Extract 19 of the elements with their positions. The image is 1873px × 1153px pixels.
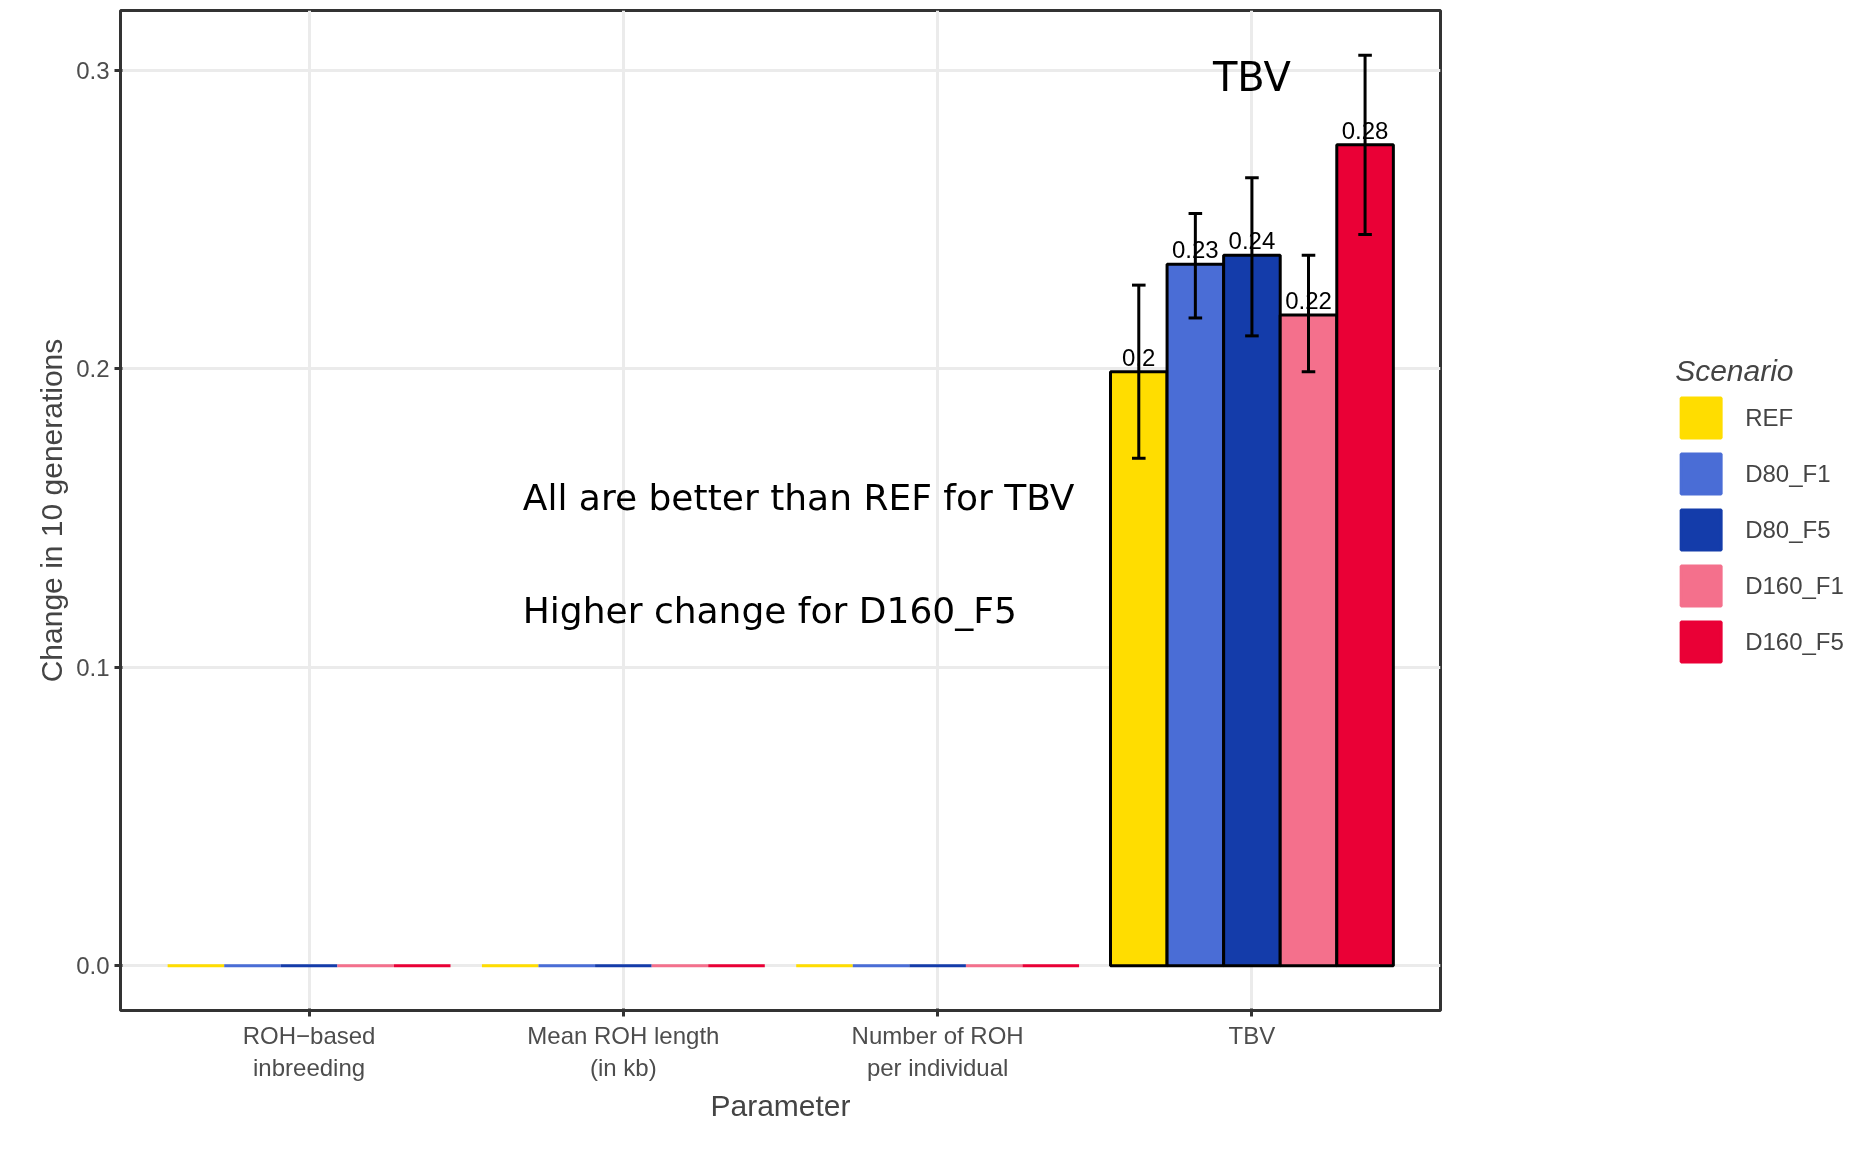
legend-label: D160_F1 <box>1745 571 1844 600</box>
x-tick-label: Mean ROH length (in kb) <box>527 1021 720 1081</box>
legend-label: D80_F1 <box>1745 459 1831 488</box>
x-tick-label: Number of ROH per individual <box>851 1021 1024 1081</box>
legend-label: REF <box>1745 403 1794 432</box>
y-tick-label: 0.0 <box>76 952 110 980</box>
y-tick-label: 0.1 <box>76 653 110 681</box>
y-axis-title: Change in 10 generations <box>35 338 69 683</box>
legend-label: D80_F5 <box>1745 515 1831 544</box>
y-tick-label: 0.3 <box>76 56 110 84</box>
x-axis-title: Parameter <box>710 1088 851 1122</box>
annotation: All are better than REF for TBV <box>522 476 1075 518</box>
legend-title: Scenario <box>1675 353 1795 388</box>
x-tick-label: TBV <box>1228 1021 1276 1049</box>
legend-label: D160_F5 <box>1745 627 1844 656</box>
y-tick-label: 0.2 <box>76 355 110 383</box>
annotation: TBV <box>1211 54 1292 101</box>
x-tick-label: ROH−based inbreeding <box>242 1021 376 1081</box>
annotation: Higher change for D160_F5 <box>522 590 1017 632</box>
